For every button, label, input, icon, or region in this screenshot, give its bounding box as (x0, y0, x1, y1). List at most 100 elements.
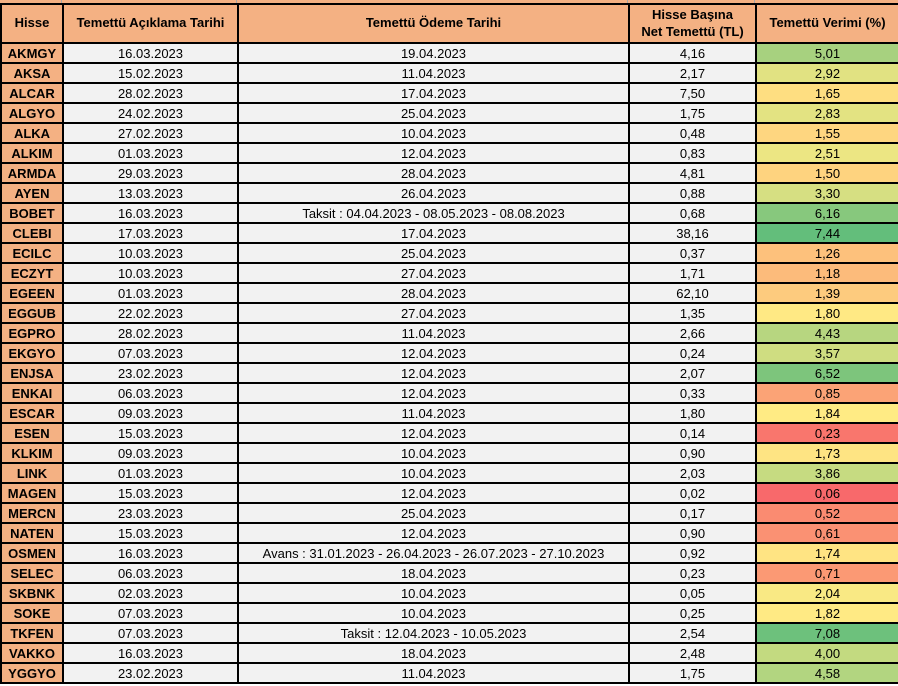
payment-date-cell[interactable]: 11.04.2023 (237, 322, 630, 344)
dividend-yield-cell[interactable]: 3,86 (755, 462, 898, 484)
dividend-yield-cell[interactable]: 0,06 (755, 482, 898, 504)
ticker-cell[interactable]: ALGYO (0, 102, 64, 124)
ticker-cell[interactable]: EGGUB (0, 302, 64, 324)
ticker-cell[interactable]: ALCAR (0, 82, 64, 104)
payment-date-cell[interactable]: 10.04.2023 (237, 462, 630, 484)
col-header-temettu-verimi[interactable]: Temettü Verimi (%) (755, 3, 898, 44)
announce-date-cell[interactable]: 01.03.2023 (62, 142, 239, 164)
net-dividend-cell[interactable]: 0,17 (628, 502, 757, 524)
net-dividend-cell[interactable]: 0,05 (628, 582, 757, 604)
ticker-cell[interactable]: SKBNK (0, 582, 64, 604)
col-header-net-temettu[interactable]: Hisse Başına Net Temettü (TL) (628, 3, 757, 44)
ticker-cell[interactable]: SELEC (0, 562, 64, 584)
ticker-cell[interactable]: TKFEN (0, 622, 64, 644)
announce-date-cell[interactable]: 23.02.2023 (62, 362, 239, 384)
dividend-yield-cell[interactable]: 2,83 (755, 102, 898, 124)
announce-date-cell[interactable]: 24.02.2023 (62, 102, 239, 124)
dividend-yield-cell[interactable]: 4,00 (755, 642, 898, 664)
payment-date-cell[interactable]: 27.04.2023 (237, 262, 630, 284)
announce-date-cell[interactable]: 06.03.2023 (62, 382, 239, 404)
announce-date-cell[interactable]: 28.02.2023 (62, 322, 239, 344)
announce-date-cell[interactable]: 15.03.2023 (62, 482, 239, 504)
dividend-yield-cell[interactable]: 7,44 (755, 222, 898, 244)
net-dividend-cell[interactable]: 0,83 (628, 142, 757, 164)
ticker-cell[interactable]: EGEEN (0, 282, 64, 304)
announce-date-cell[interactable]: 17.03.2023 (62, 222, 239, 244)
payment-date-cell[interactable]: 27.04.2023 (237, 302, 630, 324)
dividend-yield-cell[interactable]: 0,23 (755, 422, 898, 444)
ticker-cell[interactable]: YGGYO (0, 662, 64, 684)
payment-date-cell[interactable]: 18.04.2023 (237, 642, 630, 664)
dividend-yield-cell[interactable]: 7,08 (755, 622, 898, 644)
dividend-yield-cell[interactable]: 0,85 (755, 382, 898, 404)
net-dividend-cell[interactable]: 1,75 (628, 102, 757, 124)
ticker-cell[interactable]: SOKE (0, 602, 64, 624)
dividend-yield-cell[interactable]: 4,58 (755, 662, 898, 684)
announce-date-cell[interactable]: 07.03.2023 (62, 622, 239, 644)
net-dividend-cell[interactable]: 1,75 (628, 662, 757, 684)
ticker-cell[interactable]: ENJSA (0, 362, 64, 384)
announce-date-cell[interactable]: 16.03.2023 (62, 542, 239, 564)
ticker-cell[interactable]: MAGEN (0, 482, 64, 504)
announce-date-cell[interactable]: 10.03.2023 (62, 262, 239, 284)
ticker-cell[interactable]: VAKKO (0, 642, 64, 664)
ticker-cell[interactable]: ALKIM (0, 142, 64, 164)
ticker-cell[interactable]: LINK (0, 462, 64, 484)
net-dividend-cell[interactable]: 1,71 (628, 262, 757, 284)
payment-date-cell[interactable]: 10.04.2023 (237, 442, 630, 464)
dividend-yield-cell[interactable]: 1,73 (755, 442, 898, 464)
dividend-yield-cell[interactable]: 1,50 (755, 162, 898, 184)
net-dividend-cell[interactable]: 2,66 (628, 322, 757, 344)
dividend-yield-cell[interactable]: 6,52 (755, 362, 898, 384)
dividend-yield-cell[interactable]: 2,51 (755, 142, 898, 164)
payment-date-cell[interactable]: 25.04.2023 (237, 102, 630, 124)
dividend-yield-cell[interactable]: 1,26 (755, 242, 898, 264)
payment-date-cell[interactable]: 12.04.2023 (237, 482, 630, 504)
payment-date-cell[interactable]: 25.04.2023 (237, 242, 630, 264)
ticker-cell[interactable]: ESCAR (0, 402, 64, 424)
dividend-yield-cell[interactable]: 1,82 (755, 602, 898, 624)
announce-date-cell[interactable]: 16.03.2023 (62, 202, 239, 224)
ticker-cell[interactable]: ECZYT (0, 262, 64, 284)
announce-date-cell[interactable]: 27.02.2023 (62, 122, 239, 144)
net-dividend-cell[interactable]: 0,92 (628, 542, 757, 564)
announce-date-cell[interactable]: 23.03.2023 (62, 502, 239, 524)
payment-date-cell[interactable]: 10.04.2023 (237, 602, 630, 624)
payment-date-cell[interactable]: 28.04.2023 (237, 282, 630, 304)
announce-date-cell[interactable]: 02.03.2023 (62, 582, 239, 604)
ticker-cell[interactable]: ALKA (0, 122, 64, 144)
dividend-yield-cell[interactable]: 1,18 (755, 262, 898, 284)
net-dividend-cell[interactable]: 2,07 (628, 362, 757, 384)
ticker-cell[interactable]: EKGYO (0, 342, 64, 364)
announce-date-cell[interactable]: 15.03.2023 (62, 422, 239, 444)
dividend-yield-cell[interactable]: 4,43 (755, 322, 898, 344)
payment-date-cell[interactable]: Taksit : 12.04.2023 - 10.05.2023 (237, 622, 630, 644)
net-dividend-cell[interactable]: 4,81 (628, 162, 757, 184)
dividend-yield-cell[interactable]: 0,71 (755, 562, 898, 584)
net-dividend-cell[interactable]: 0,25 (628, 602, 757, 624)
dividend-yield-cell[interactable]: 0,61 (755, 522, 898, 544)
announce-date-cell[interactable]: 10.03.2023 (62, 242, 239, 264)
dividend-yield-cell[interactable]: 3,57 (755, 342, 898, 364)
net-dividend-cell[interactable]: 2,03 (628, 462, 757, 484)
announce-date-cell[interactable]: 15.03.2023 (62, 522, 239, 544)
net-dividend-cell[interactable]: 0,88 (628, 182, 757, 204)
ticker-cell[interactable]: NATEN (0, 522, 64, 544)
net-dividend-cell[interactable]: 38,16 (628, 222, 757, 244)
payment-date-cell[interactable]: 12.04.2023 (237, 142, 630, 164)
net-dividend-cell[interactable]: 1,80 (628, 402, 757, 424)
dividend-yield-cell[interactable]: 1,65 (755, 82, 898, 104)
net-dividend-cell[interactable]: 0,90 (628, 442, 757, 464)
payment-date-cell[interactable]: 25.04.2023 (237, 502, 630, 524)
dividend-yield-cell[interactable]: 1,80 (755, 302, 898, 324)
dividend-yield-cell[interactable]: 1,39 (755, 282, 898, 304)
payment-date-cell[interactable]: 12.04.2023 (237, 522, 630, 544)
ticker-cell[interactable]: EGPRO (0, 322, 64, 344)
announce-date-cell[interactable]: 01.03.2023 (62, 282, 239, 304)
net-dividend-cell[interactable]: 1,35 (628, 302, 757, 324)
announce-date-cell[interactable]: 06.03.2023 (62, 562, 239, 584)
ticker-cell[interactable]: ECILC (0, 242, 64, 264)
dividend-yield-cell[interactable]: 2,92 (755, 62, 898, 84)
announce-date-cell[interactable]: 13.03.2023 (62, 182, 239, 204)
announce-date-cell[interactable]: 16.03.2023 (62, 42, 239, 64)
